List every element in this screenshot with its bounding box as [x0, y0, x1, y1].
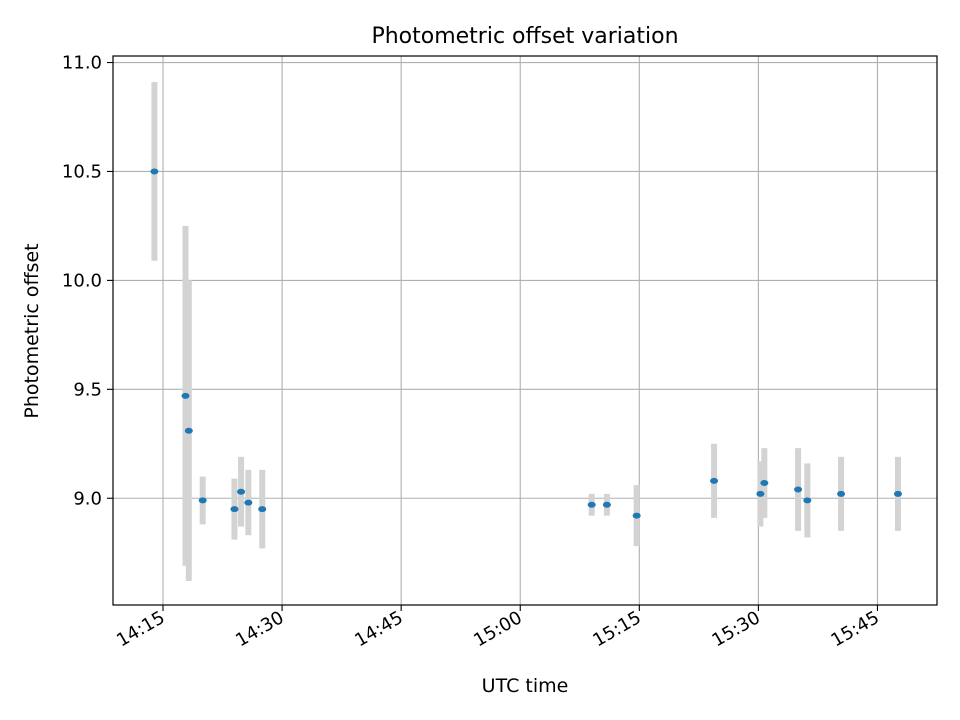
- data-point: [710, 477, 719, 484]
- data-point: [837, 490, 846, 497]
- data-point: [244, 499, 253, 506]
- data-point: [198, 497, 207, 504]
- data-point: [230, 506, 239, 513]
- data-point: [587, 501, 596, 508]
- data-point: [803, 497, 812, 504]
- data-point: [181, 392, 190, 399]
- data-point: [150, 168, 159, 175]
- y-axis-label: Photometric offset: [21, 243, 43, 418]
- data-points: [150, 168, 902, 519]
- grid: [113, 56, 937, 605]
- y-tick-label: 11.0: [62, 53, 102, 74]
- data-point: [794, 486, 803, 493]
- data-point: [893, 490, 902, 497]
- y-axis-ticks: 9.0 9.5 10.0 10.5 11.0: [62, 53, 113, 509]
- data-point: [756, 490, 765, 497]
- data-point: [632, 512, 641, 519]
- y-tick-label: 9.0: [73, 488, 102, 509]
- data-point: [258, 506, 267, 513]
- y-tick-label: 10.5: [62, 161, 102, 182]
- plot-frame: [112, 55, 938, 606]
- data-point: [602, 501, 611, 508]
- chart-title: Photometric offset variation: [371, 24, 678, 49]
- data-point: [760, 480, 769, 486]
- data-point: [184, 427, 193, 434]
- data-point: [237, 488, 246, 495]
- y-tick-label: 10.0: [62, 270, 102, 291]
- y-tick-label: 9.5: [73, 379, 102, 400]
- x-axis-label: UTC time: [482, 675, 569, 697]
